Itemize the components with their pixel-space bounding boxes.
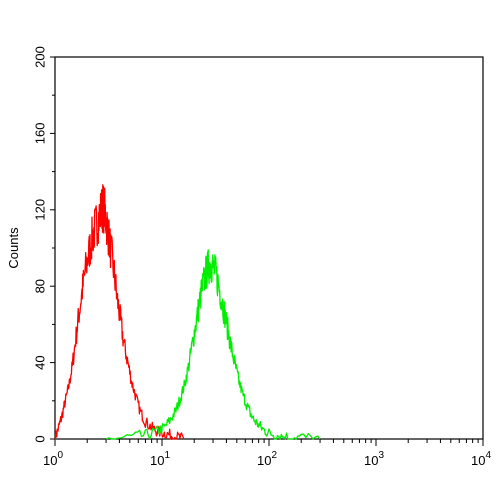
axis-ticks — [50, 56, 484, 446]
x-tick-label: 102 — [257, 450, 277, 468]
plot-frame — [54, 56, 484, 440]
x-tick-label: 101 — [150, 450, 170, 468]
x-tick-exponent: 0 — [57, 450, 63, 461]
x-tick-base: 10 — [471, 453, 485, 468]
x-tick-exponent: 4 — [485, 450, 491, 461]
series-layer — [54, 184, 321, 440]
series-line-0 — [54, 184, 185, 440]
y-tick-label: 0 — [32, 435, 47, 442]
y-tick-label: 200 — [32, 46, 47, 68]
x-tick-exponent: 3 — [378, 450, 384, 461]
x-tick-base: 10 — [364, 453, 378, 468]
x-tick-label: 100 — [43, 450, 63, 468]
y-tick-label: 80 — [32, 279, 47, 293]
y-axis-label: Counts — [6, 227, 21, 269]
x-tick-label: 103 — [364, 450, 384, 468]
y-tick-label: 160 — [32, 123, 47, 145]
x-tick-exponent: 2 — [271, 450, 277, 461]
series-line-1 — [105, 249, 321, 440]
x-tick-exponent: 1 — [164, 450, 170, 461]
y-tick-label: 120 — [32, 199, 47, 221]
y-tick-label: 40 — [32, 355, 47, 369]
x-tick-base: 10 — [43, 453, 57, 468]
x-tick-label: 104 — [471, 450, 491, 468]
x-tick-base: 10 — [150, 453, 164, 468]
x-tick-base: 10 — [257, 453, 271, 468]
